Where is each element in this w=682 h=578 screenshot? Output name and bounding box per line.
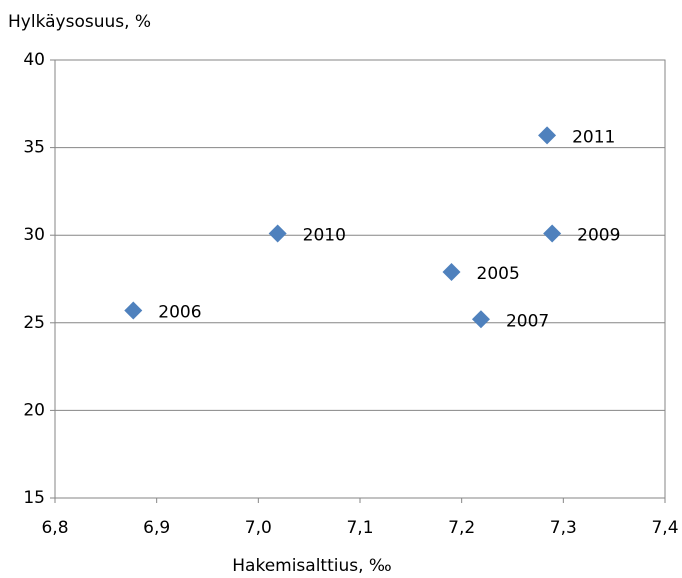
y-tick-label: 35 — [23, 138, 45, 158]
point — [538, 126, 557, 145]
point-label: 2005 — [477, 264, 520, 284]
point-label: 2011 — [572, 127, 615, 147]
x-tick-label: 7,4 — [651, 518, 678, 538]
point — [543, 224, 562, 243]
point-label: 2009 — [577, 225, 620, 245]
x-tick-label: 6,9 — [143, 518, 170, 538]
x-tick-label: 7,1 — [346, 518, 373, 538]
point — [124, 301, 143, 320]
y-tick-label: 25 — [23, 313, 45, 333]
point-label: 2006 — [158, 303, 201, 323]
plot-area — [54, 59, 666, 499]
point — [268, 224, 287, 243]
point — [442, 262, 461, 281]
point-label: 2010 — [303, 225, 346, 245]
y-tick-label: 15 — [23, 488, 45, 508]
point — [471, 310, 490, 329]
x-tick-label: 7,0 — [245, 518, 272, 538]
y-axis-title: Hylkäysosuus, % — [8, 12, 151, 32]
y-tick-label: 30 — [23, 225, 45, 245]
y-tick-label: 40 — [23, 50, 45, 70]
x-tick-label: 6,8 — [41, 518, 68, 538]
y-tick-label: 20 — [23, 400, 45, 420]
x-tick-label: 7,2 — [448, 518, 475, 538]
point-label: 2007 — [506, 311, 549, 331]
x-tick-label: 7,3 — [550, 518, 577, 538]
x-axis-title: Hakemisalttius, ‰ — [232, 556, 391, 576]
